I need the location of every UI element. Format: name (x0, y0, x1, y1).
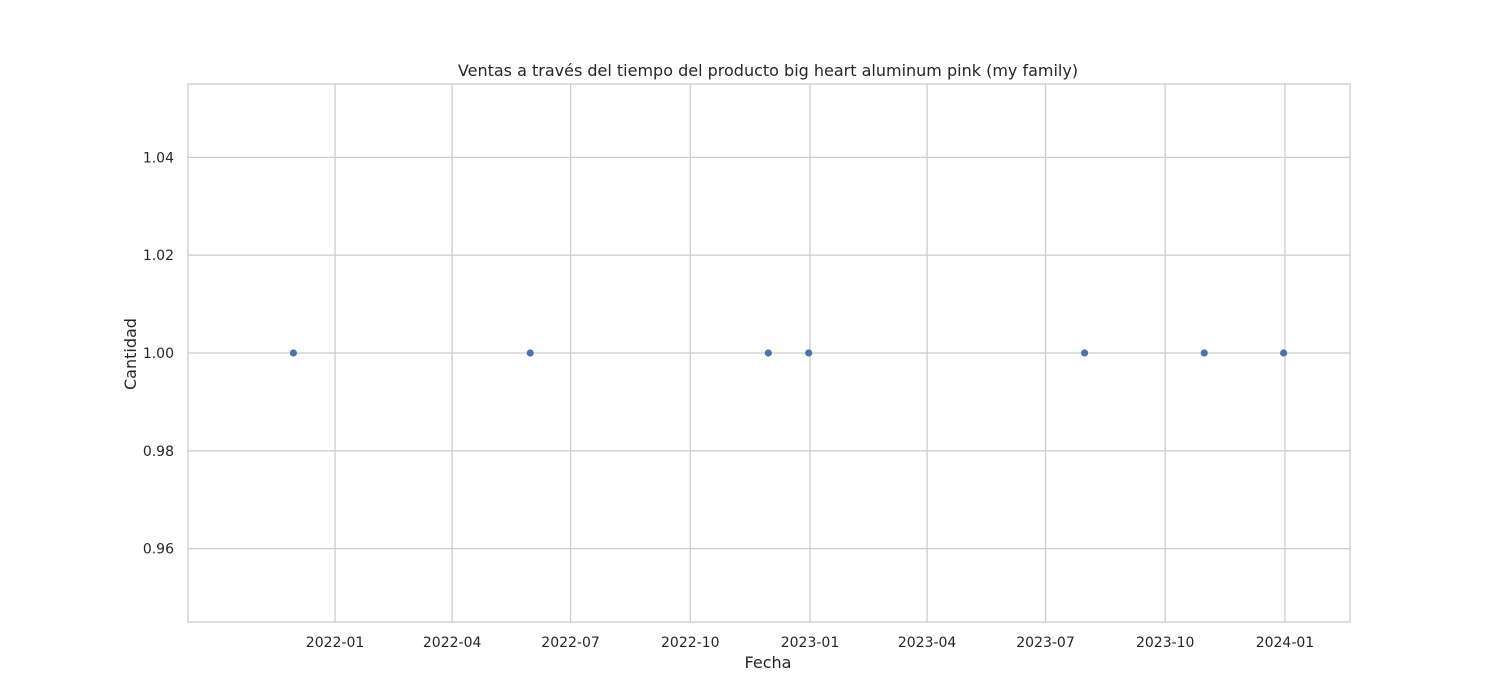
y-tick-label: 1.04 (143, 150, 174, 166)
data-point (526, 349, 534, 357)
y-tick-label: 0.98 (143, 444, 174, 460)
x-tick-label: 2022-04 (423, 635, 482, 651)
chart-title: Ventas a través del tiempo del producto … (458, 61, 1078, 80)
data-point (1200, 349, 1208, 357)
plot-frame (187, 83, 1351, 623)
x-tick-label: 2022-07 (541, 635, 600, 651)
x-tick-label: 2024-01 (1256, 635, 1315, 651)
x-tick-label: 2023-10 (1136, 635, 1195, 651)
data-points (289, 349, 1288, 357)
grid-lines (188, 84, 1350, 622)
y-axis-label: Cantidad (121, 318, 140, 390)
x-tick-label: 2023-01 (781, 635, 840, 651)
y-tick-labels: 0.96 0.98 1.00 1.02 1.04 (143, 150, 174, 557)
data-point (764, 349, 772, 357)
x-axis-label: Fecha (745, 653, 792, 672)
x-tick-label: 2022-10 (661, 635, 720, 651)
data-point (1280, 349, 1288, 357)
x-tick-label: 2023-04 (898, 635, 957, 651)
y-tick-label: 1.02 (143, 248, 174, 264)
data-point (805, 349, 813, 357)
y-tick-label: 0.96 (143, 542, 174, 558)
data-point (1080, 349, 1089, 357)
y-tick-label: 1.00 (143, 346, 174, 362)
x-tick-labels: 2022-01 2022-04 2022-07 2022-10 2023-01 2023-… (306, 635, 1314, 651)
x-tick-label: 2023-07 (1016, 635, 1075, 651)
data-point (289, 349, 297, 357)
x-tick-label: 2022-01 (306, 635, 365, 651)
